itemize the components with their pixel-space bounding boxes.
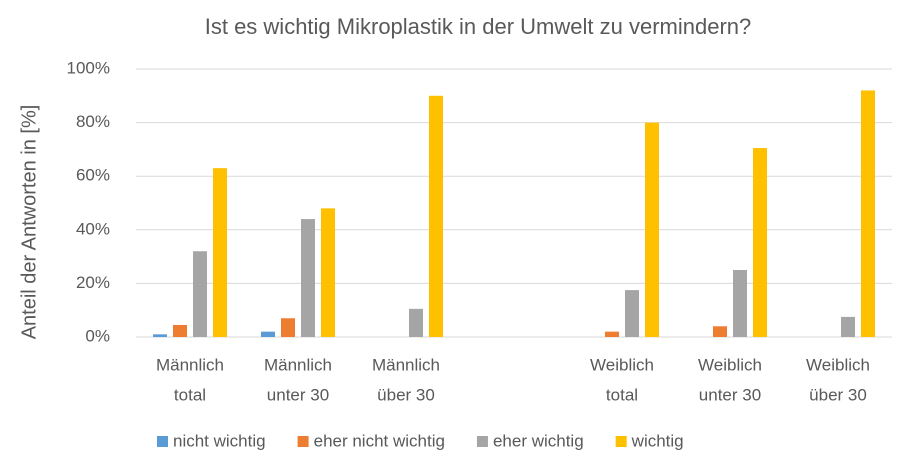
y-tick-label: 60% [76, 166, 110, 185]
bar [605, 331, 619, 337]
legend-swatch [297, 436, 309, 447]
x-tick-label: über 30 [809, 385, 867, 404]
y-tick-label: 80% [76, 112, 110, 131]
x-tick-label: unter 30 [267, 385, 329, 404]
x-tick-label: Männlich [372, 355, 440, 374]
bar [861, 90, 875, 337]
bar [153, 334, 167, 337]
x-tick-label: total [606, 385, 638, 404]
x-tick-label: Männlich [156, 355, 224, 374]
bar [625, 290, 639, 337]
bar [753, 148, 767, 337]
bar [733, 270, 747, 337]
y-tick-label: 100% [67, 58, 110, 77]
legend-label: eher wichtig [493, 431, 584, 450]
bar [301, 219, 315, 337]
y-tick-label: 20% [76, 273, 110, 292]
legend-label: wichtig [631, 431, 684, 450]
chart-title: Ist es wichtig Mikroplastik in der Umwel… [205, 14, 752, 39]
x-tick-label: Weiblich [590, 355, 654, 374]
x-tick-label: unter 30 [699, 385, 761, 404]
bar [193, 251, 207, 337]
bar [409, 308, 423, 337]
x-tick-label: Weiblich [806, 355, 870, 374]
bar [713, 326, 727, 337]
bar [645, 122, 659, 337]
legend-swatch [157, 436, 168, 447]
bar [321, 208, 335, 337]
x-tick-label: Weiblich [698, 355, 762, 374]
x-tick-label: Männlich [264, 355, 332, 374]
y-axis-label: Anteil der Antworten in [%] [18, 105, 40, 340]
bar [261, 331, 275, 337]
x-tick-label: über 30 [377, 385, 435, 404]
legend-label: nicht wichtig [173, 431, 266, 450]
x-tick-label: total [174, 385, 206, 404]
legend-label: eher nicht wichtig [314, 431, 445, 450]
legend-swatch [476, 436, 488, 447]
bar [429, 95, 443, 337]
y-tick-label: 40% [76, 219, 110, 238]
bar [213, 168, 227, 337]
bar [173, 324, 187, 337]
y-tick-label: 0% [85, 326, 110, 345]
bar [841, 316, 855, 337]
bar [281, 318, 295, 337]
legend-swatch [615, 436, 627, 447]
